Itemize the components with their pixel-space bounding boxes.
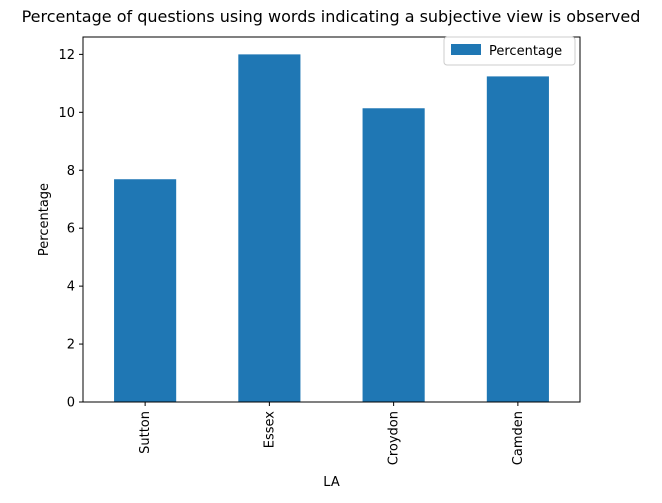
x-tick-label: Sutton <box>138 411 153 454</box>
y-tick-label: 8 <box>67 164 75 179</box>
x-tick-label: Camden <box>511 411 526 465</box>
x-tick-label: Essex <box>262 411 277 449</box>
y-tick-label: 0 <box>67 396 75 411</box>
chart-title: Percentage of questions using words indi… <box>22 7 641 26</box>
bar-essex <box>238 54 301 402</box>
bar-camden <box>486 76 549 403</box>
y-axis: 0 2 4 6 8 10 12 <box>58 48 83 411</box>
legend: Percentage <box>443 36 576 66</box>
x-axis: Sutton Essex Croydon Camden <box>138 402 526 465</box>
bar-sutton <box>114 179 177 402</box>
x-axis-label: LA <box>323 475 340 490</box>
y-tick-label: 12 <box>58 48 75 63</box>
y-tick-label: 6 <box>67 222 75 237</box>
plot-frame <box>82 36 581 403</box>
y-tick-label: 10 <box>58 106 75 121</box>
bars-layer <box>114 54 549 403</box>
legend-label: Percentage <box>489 44 562 59</box>
legend-swatch <box>451 44 481 55</box>
y-tick-label: 2 <box>67 338 75 353</box>
y-axis-label: Percentage <box>37 183 52 256</box>
y-tick-label: 4 <box>67 280 75 295</box>
x-tick-label: Croydon <box>387 411 402 465</box>
bar-croydon <box>362 108 425 402</box>
